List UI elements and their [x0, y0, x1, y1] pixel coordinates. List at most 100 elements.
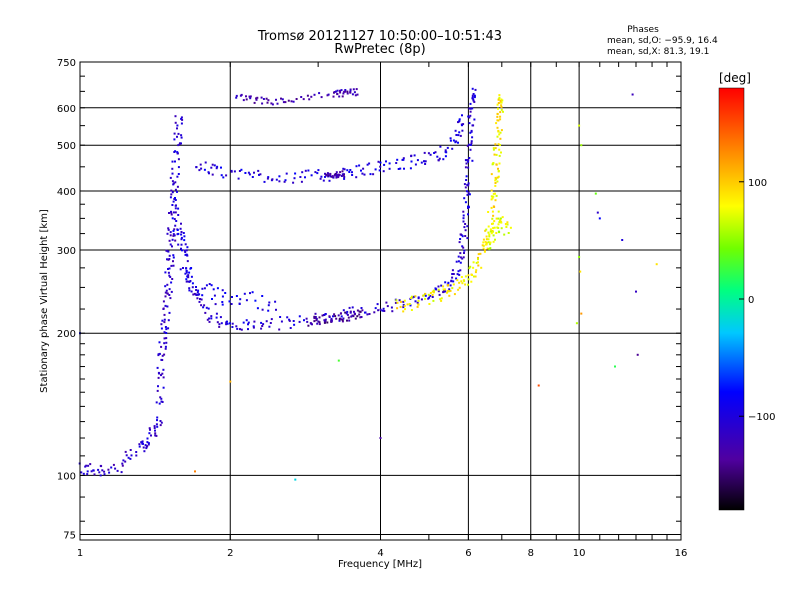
data-point	[175, 204, 177, 207]
data-point	[423, 160, 426, 163]
data-point	[141, 441, 144, 444]
data-point	[254, 299, 257, 302]
data-point	[341, 170, 344, 173]
x-axis: 1 2 4 6 8 10 16	[77, 62, 687, 559]
data-point	[488, 243, 491, 246]
data-point	[174, 115, 177, 118]
data-point	[499, 137, 502, 140]
data-point	[499, 111, 502, 114]
data-point	[469, 131, 472, 134]
data-point	[451, 273, 454, 275]
data-point	[343, 90, 346, 93]
data-point	[351, 306, 354, 309]
data-point	[326, 321, 329, 324]
data-point	[329, 173, 332, 176]
data-point	[261, 102, 264, 105]
data-point	[416, 301, 419, 304]
data-point	[477, 261, 479, 264]
x-tick-label: 4	[377, 548, 383, 559]
data-point	[207, 307, 210, 310]
data-point	[335, 175, 338, 178]
data-point	[468, 122, 471, 125]
data-point	[355, 165, 358, 168]
data-point	[168, 267, 171, 270]
data-point	[124, 460, 127, 463]
data-point	[431, 290, 434, 293]
data-point	[369, 173, 372, 176]
data-point	[195, 286, 197, 288]
data-point	[320, 96, 323, 99]
data-point	[207, 171, 210, 174]
data-point	[170, 211, 173, 214]
data-point	[235, 94, 238, 97]
data-point	[459, 233, 462, 236]
data-point	[166, 283, 169, 286]
data-point	[245, 98, 248, 101]
data-point	[173, 234, 176, 237]
data-point	[484, 243, 487, 246]
data-point	[237, 177, 240, 180]
data-point	[158, 402, 161, 405]
data-point	[279, 316, 282, 318]
data-point	[388, 167, 391, 170]
data-point	[324, 318, 327, 321]
data-point	[490, 173, 493, 176]
data-point	[451, 276, 454, 279]
data-point	[495, 153, 498, 156]
data-point	[410, 295, 413, 298]
data-point	[497, 223, 500, 226]
data-point	[440, 297, 443, 300]
data-point	[493, 220, 496, 223]
data-point	[498, 154, 501, 157]
data-point	[280, 97, 282, 100]
data-point	[184, 243, 187, 246]
data-point	[174, 199, 177, 201]
data-point	[473, 275, 475, 278]
data-point	[492, 162, 495, 164]
data-point	[493, 226, 496, 229]
data-point	[442, 285, 445, 288]
data-point	[346, 92, 349, 95]
data-point	[458, 131, 461, 134]
data-point	[473, 118, 476, 121]
data-point	[252, 325, 255, 328]
data-point	[464, 186, 467, 189]
data-point	[442, 158, 445, 161]
data-point	[162, 307, 165, 310]
data-point	[467, 283, 469, 286]
data-point	[496, 103, 499, 106]
data-point	[167, 250, 170, 253]
data-point	[168, 311, 171, 314]
data-point	[180, 134, 183, 137]
data-point	[328, 315, 331, 318]
data-point	[349, 169, 352, 171]
data-point	[464, 235, 467, 237]
data-point	[251, 291, 254, 294]
data-point	[82, 472, 85, 475]
data-point	[335, 317, 338, 320]
stats-line-x: mean, sd,X: 81.3, 19.1	[607, 47, 709, 57]
data-point	[356, 309, 359, 312]
data-point	[93, 473, 96, 476]
data-point	[469, 110, 472, 113]
data-point	[351, 314, 354, 317]
data-point	[337, 359, 340, 362]
data-point	[433, 152, 436, 154]
data-point	[457, 260, 460, 263]
data-point	[438, 157, 441, 160]
data-point	[484, 229, 487, 232]
data-point	[316, 322, 319, 325]
data-point	[221, 295, 224, 298]
data-point	[245, 299, 248, 302]
data-point	[362, 167, 365, 170]
data-point	[467, 213, 469, 216]
data-point	[317, 169, 320, 172]
data-point	[171, 191, 174, 194]
data-point	[161, 401, 164, 403]
data-point	[459, 134, 462, 137]
data-point	[86, 473, 89, 476]
data-point	[457, 288, 460, 291]
data-point	[372, 173, 375, 176]
data-point	[374, 307, 377, 310]
data-point	[197, 293, 200, 296]
